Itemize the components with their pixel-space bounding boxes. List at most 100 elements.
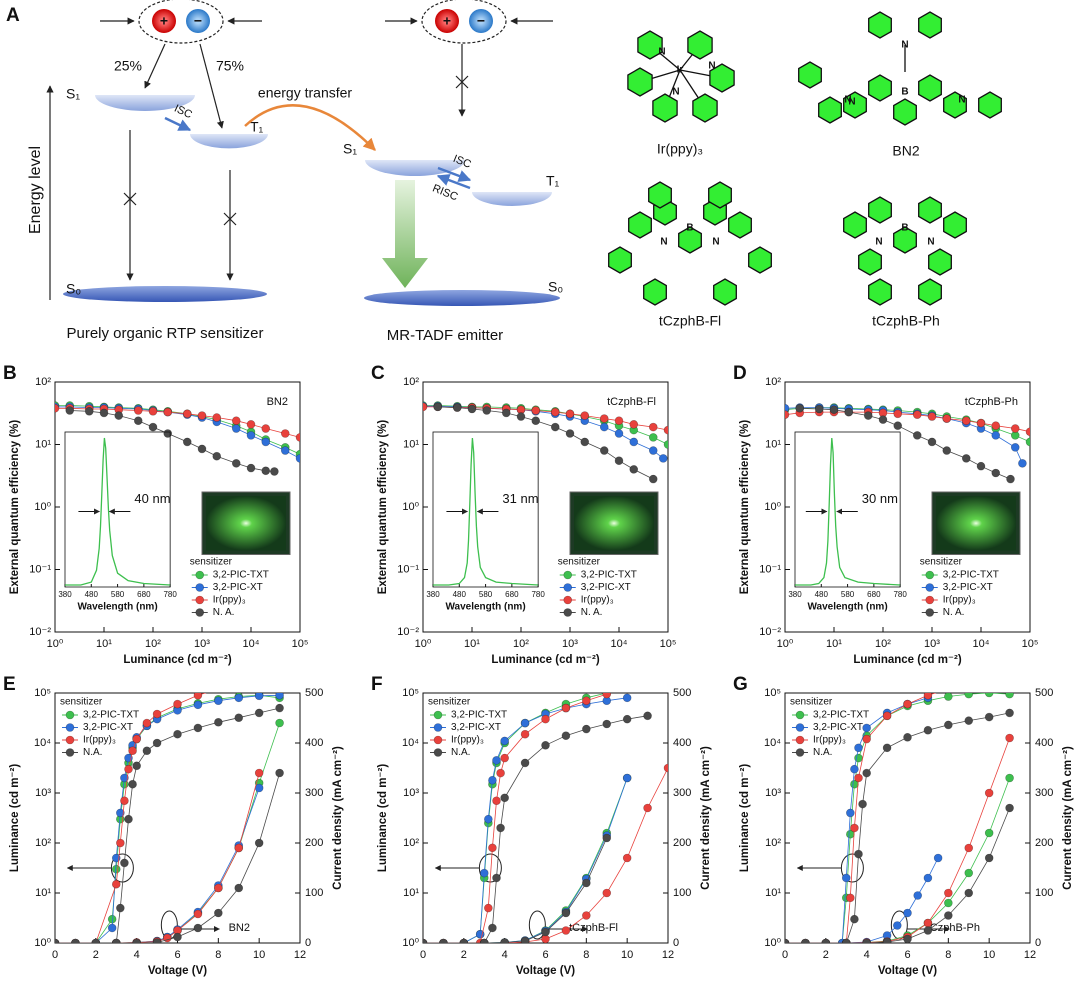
data-point bbox=[964, 868, 974, 878]
x-axis-label: Luminance (cd m⁻²) bbox=[123, 654, 231, 666]
data-point bbox=[124, 764, 133, 774]
device-glow bbox=[936, 496, 1016, 551]
data-point bbox=[1005, 693, 1014, 699]
legend-marker bbox=[433, 723, 443, 732]
data-point bbox=[882, 743, 892, 753]
data-point bbox=[214, 883, 223, 893]
data-point bbox=[903, 699, 912, 709]
legend-label: N.A. bbox=[451, 747, 470, 758]
data-point bbox=[923, 725, 933, 735]
data-point bbox=[561, 926, 571, 935]
y-tick-label: 10⁰ bbox=[34, 937, 51, 949]
legend-marker bbox=[563, 583, 573, 592]
data-point bbox=[142, 718, 152, 728]
legend-label: 3,2-PIC-XT bbox=[451, 722, 501, 733]
data-point bbox=[862, 938, 871, 943]
ring bbox=[798, 61, 822, 89]
data-point bbox=[116, 903, 125, 913]
data-point bbox=[111, 938, 121, 943]
atom-label: Ir bbox=[677, 65, 684, 76]
x-tick-label: 10² bbox=[875, 638, 891, 650]
data-point bbox=[663, 763, 668, 773]
x-tick-label: 6 bbox=[542, 949, 548, 961]
annotation: BN2 bbox=[267, 396, 288, 408]
electron bbox=[469, 9, 493, 33]
data-point bbox=[893, 409, 903, 419]
data-point bbox=[785, 410, 790, 419]
ring bbox=[713, 278, 737, 306]
x-tick-label: 8 bbox=[215, 949, 221, 961]
legend-marker bbox=[795, 710, 805, 720]
data-point bbox=[246, 431, 256, 440]
legend-marker bbox=[65, 723, 75, 732]
data-point bbox=[582, 696, 591, 706]
ring bbox=[692, 93, 718, 123]
x-tick-label: 10⁵ bbox=[660, 638, 677, 650]
ring bbox=[709, 63, 735, 93]
inset-tick-label: 780 bbox=[893, 590, 907, 599]
caption: Purely organic RTP sensitizer bbox=[66, 325, 263, 342]
data-point bbox=[614, 456, 624, 466]
data-point bbox=[622, 714, 632, 724]
inset-frame bbox=[432, 431, 539, 588]
y-tick-label: 10² bbox=[403, 837, 419, 849]
data-point bbox=[565, 409, 575, 419]
y-tick-label: 10¹ bbox=[403, 438, 419, 450]
atom-label: N bbox=[927, 237, 934, 248]
data-point bbox=[878, 415, 888, 424]
data-point bbox=[433, 402, 443, 412]
ring bbox=[652, 93, 678, 123]
arrow bbox=[199, 43, 224, 129]
x-tick-label: 10⁵ bbox=[292, 638, 309, 650]
level-label: S₀ bbox=[66, 281, 81, 297]
data-point bbox=[496, 823, 505, 833]
data-point bbox=[550, 422, 560, 432]
data-point bbox=[128, 779, 137, 789]
series-line bbox=[484, 767, 668, 943]
y-tick-label: 10⁴ bbox=[402, 737, 419, 749]
plot-frame bbox=[422, 381, 669, 633]
data-point bbox=[541, 714, 550, 724]
series-line bbox=[116, 787, 260, 943]
data-point bbox=[152, 738, 162, 748]
x-tick-label: 10 bbox=[983, 949, 995, 961]
data-point bbox=[261, 437, 271, 447]
atom-label: N bbox=[875, 237, 882, 248]
y-tick-label: 10⁻¹ bbox=[759, 563, 781, 575]
x-tick-label: 0 bbox=[420, 949, 426, 961]
inset-tick-label: 580 bbox=[841, 590, 855, 599]
curve-marker bbox=[528, 910, 546, 940]
data-point bbox=[927, 437, 937, 447]
level-label: T₁ bbox=[250, 119, 264, 135]
level-label: S₁ bbox=[343, 141, 357, 157]
data-point bbox=[275, 718, 284, 728]
hole bbox=[152, 9, 176, 33]
data-point bbox=[254, 768, 264, 778]
legend-marker bbox=[795, 748, 805, 757]
data-point bbox=[561, 908, 571, 918]
data-point bbox=[488, 775, 497, 785]
device-glow bbox=[206, 496, 286, 551]
data-point bbox=[648, 446, 658, 455]
data-point bbox=[111, 864, 121, 874]
x-tick-label: 10⁴ bbox=[973, 638, 990, 650]
data-point bbox=[795, 403, 805, 413]
data-point bbox=[580, 411, 590, 420]
ring bbox=[843, 211, 867, 239]
y-tick-label: 10⁵ bbox=[402, 687, 419, 699]
data-point bbox=[946, 693, 951, 694]
data-point bbox=[488, 923, 497, 933]
ring bbox=[843, 91, 867, 119]
data-point bbox=[275, 693, 284, 700]
ring bbox=[943, 211, 967, 239]
data-point bbox=[120, 773, 129, 783]
data-point bbox=[602, 693, 612, 699]
data-point bbox=[116, 838, 125, 848]
x-axis-label: Luminance (cd m⁻²) bbox=[491, 654, 599, 666]
data-point bbox=[991, 431, 1001, 440]
data-point bbox=[516, 412, 526, 421]
y-tick-label: 10² bbox=[35, 837, 51, 849]
y2-tick-label: 200 bbox=[673, 837, 691, 849]
x-tick-label: 10³ bbox=[924, 638, 940, 650]
atom-label: N bbox=[844, 95, 851, 106]
